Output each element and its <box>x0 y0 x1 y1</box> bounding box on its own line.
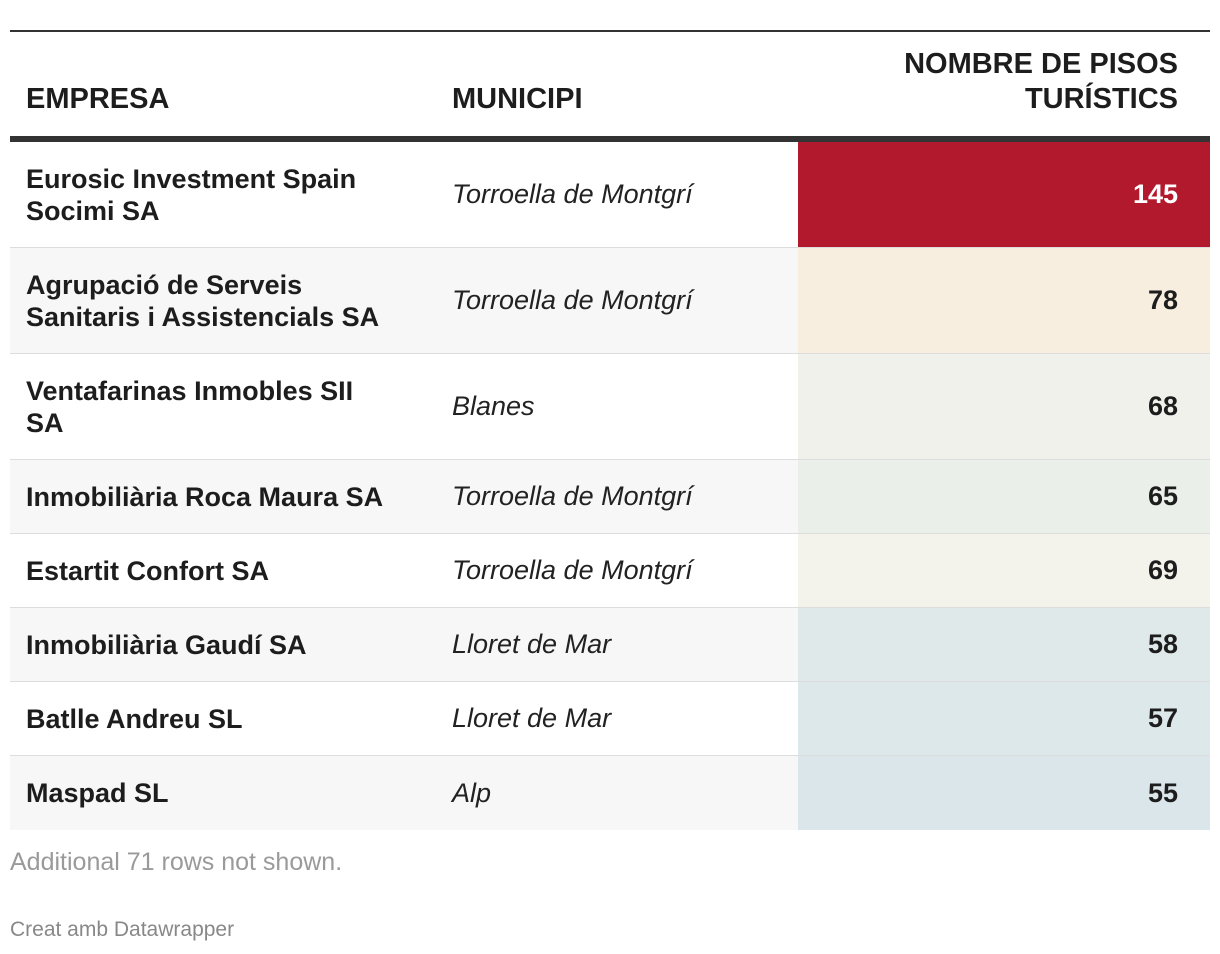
table-row: Maspad SL Alp 55 <box>10 756 1210 830</box>
cell-pisos-value: 58 <box>798 608 1210 681</box>
cell-municipi: Torroella de Montgrí <box>452 179 693 209</box>
top-rule <box>10 30 1210 32</box>
cell-municipi: Torroella de Montgrí <box>452 285 693 315</box>
cell-empresa: Eurosic Investment Spain Socimi SA <box>26 163 357 226</box>
cell-empresa: Maspad SL <box>26 778 169 808</box>
header-empresa-label: EMPRESA <box>26 83 170 115</box>
cell-pisos-value: 69 <box>798 534 1210 607</box>
table-header: EMPRESA MUNICIPI NOMBRE DE PISOS TURÍSTI… <box>10 32 1210 136</box>
table-body: Eurosic Investment Spain Socimi SA Torroe… <box>10 142 1210 830</box>
header-rule <box>10 136 1210 142</box>
cell-empresa: Inmobiliària Roca Maura SA <box>26 481 384 512</box>
cell-municipi: Torroella de Montgrí <box>452 555 693 585</box>
cell-municipi: Alp <box>452 777 492 808</box>
header-pisos-line1: NOMBRE DE PISOS <box>904 48 1178 80</box>
table-row: Agrupació de Serveis Sanitaris i Assiste… <box>10 248 1210 354</box>
header-municipi-label: MUNICIPI <box>452 83 583 115</box>
table-row: Inmobiliària Roca Maura SA Torroella de M… <box>10 460 1210 534</box>
table-row: Estartit Confort SA Torroella de Montgrí 6… <box>10 534 1210 608</box>
cell-empresa: Inmobiliària Gaudí SA <box>26 629 307 660</box>
cell-empresa: Ventafarinas Inmobles SII SA <box>26 375 354 438</box>
datawrapper-credit[interactable]: Creat amb Datawrapper <box>10 918 235 941</box>
cell-pisos-value: 57 <box>798 682 1210 755</box>
header-empresa[interactable]: EMPRESA <box>10 82 436 136</box>
cell-municipi: Lloret de Mar <box>452 629 612 659</box>
cell-pisos-value: 65 <box>798 460 1210 533</box>
header-pisos[interactable]: NOMBRE DE PISOS TURÍSTICS <box>798 47 1210 136</box>
cell-pisos-value: 55 <box>798 756 1210 830</box>
cell-pisos-value: 68 <box>798 354 1210 459</box>
cell-pisos-value: 78 <box>798 248 1210 353</box>
cell-municipi: Torroella de Montgrí <box>452 481 693 511</box>
data-table: EMPRESA MUNICIPI NOMBRE DE PISOS TURÍSTI… <box>10 30 1210 830</box>
cell-empresa: Agrupació de Serveis Sanitaris i Assiste… <box>26 269 380 332</box>
header-pisos-line2: TURÍSTICS <box>1024 83 1178 115</box>
rows-not-shown-note: Additional 71 rows not shown. <box>10 848 343 876</box>
cell-municipi: Blanes <box>452 391 535 421</box>
table-row: Ventafarinas Inmobles SII SA Blanes 68 <box>10 354 1210 460</box>
header-municipi[interactable]: MUNICIPI <box>436 82 798 136</box>
cell-municipi: Lloret de Mar <box>452 703 612 733</box>
table-row: Inmobiliària Gaudí SA Lloret de Mar 58 <box>10 608 1210 682</box>
table-row: Eurosic Investment Spain Socimi SA Torroe… <box>10 142 1210 248</box>
cell-pisos-value: 145 <box>798 142 1210 247</box>
cell-empresa: Batlle Andreu SL <box>26 703 243 734</box>
cell-empresa: Estartit Confort SA <box>26 555 269 586</box>
table-row: Batlle Andreu SL Lloret de Mar 57 <box>10 682 1210 756</box>
